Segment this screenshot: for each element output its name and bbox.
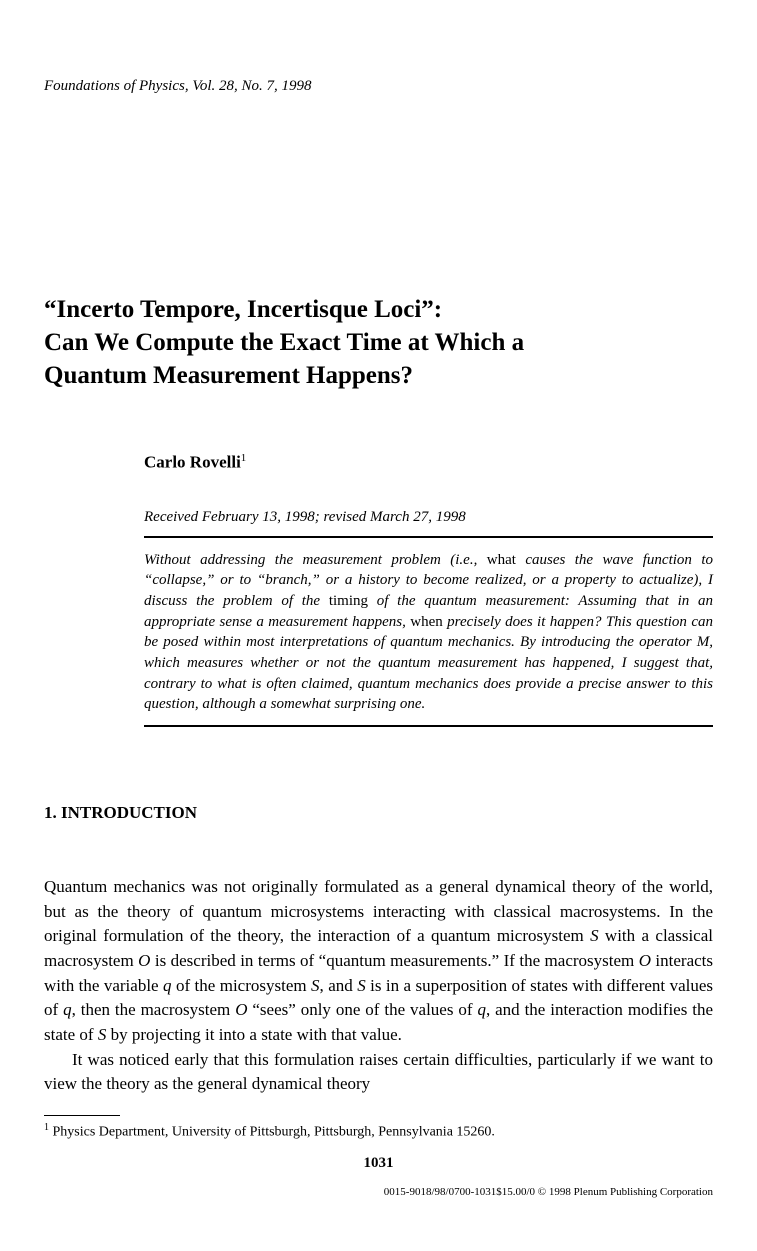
body-ital: q [477, 1000, 486, 1019]
title-line-2: Can We Compute the Exact Time at Which a [44, 329, 524, 356]
body-ital: S [311, 976, 320, 995]
body-ital: q [163, 976, 172, 995]
footnote-rule [44, 1115, 120, 1116]
body-seg: of the microsystem [172, 976, 312, 995]
article-title: “Incerto Tempore, Incertisque Loci”: Can… [44, 293, 713, 392]
title-line-3: Quantum Measurement Happens? [44, 362, 413, 389]
page-number: 1031 [44, 1155, 713, 1172]
copyright-line: 0015-9018/98/0700-1031$15.00/0 © 1998 Pl… [44, 1186, 713, 1198]
abstract: Without addressing the measurement probl… [144, 550, 713, 716]
footnote-1: 1 Physics Department, University of Pitt… [44, 1122, 713, 1141]
body-ital: O [639, 951, 651, 970]
body-seg: “sees” only one of the values of [247, 1000, 477, 1019]
journal-header: Foundations of Physics, Vol. 28, No. 7, … [44, 78, 713, 95]
body-seg: , then the macrosystem [72, 1000, 236, 1019]
author-affil-mark: 1 [241, 452, 247, 464]
body-ital: O [235, 1000, 247, 1019]
body-paragraph-2: It was noticed early that this formulati… [44, 1048, 713, 1097]
received-line: Received February 13, 1998; revised Marc… [144, 509, 713, 526]
body-paragraph-1: Quantum mechanics was not originally for… [44, 875, 713, 1047]
body-ital: O [138, 951, 150, 970]
body-seg: by projecting it into a state with that … [106, 1025, 402, 1044]
abstract-seg: Without addressing the measurement probl… [144, 552, 487, 568]
abstract-rule-bottom [144, 725, 713, 727]
body-seg: is described in terms of “quantum measur… [150, 951, 638, 970]
footnote-text: Physics Department, University of Pittsb… [49, 1125, 495, 1140]
section-heading-1: 1. INTRODUCTION [44, 803, 713, 823]
abstract-roman: what [487, 552, 526, 568]
meta-block: Carlo Rovelli1 Received February 13, 199… [144, 452, 713, 727]
abstract-rule-top [144, 536, 713, 538]
author-text: Carlo Rovelli [144, 453, 241, 472]
abstract-roman: timing [329, 593, 377, 609]
body-ital: q [63, 1000, 72, 1019]
abstract-roman: when [410, 614, 447, 630]
body-seg: , and [320, 976, 358, 995]
author-name: Carlo Rovelli1 [144, 452, 713, 473]
body-ital: S [590, 926, 599, 945]
body-ital: S [357, 976, 366, 995]
title-line-1: “Incerto Tempore, Incertisque Loci”: [44, 296, 442, 323]
